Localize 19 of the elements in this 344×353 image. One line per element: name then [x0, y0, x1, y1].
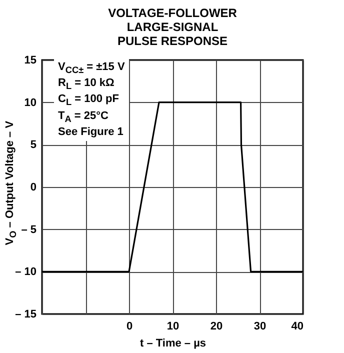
y-tick-label: 5 — [30, 139, 36, 152]
annotation: T$_{A}$ = 25°C — [58, 110, 110, 126]
x-tick-label: 0 — [126, 320, 133, 332]
x-tick-label: 20 — [210, 320, 223, 332]
y-tick-label: 10 — [24, 96, 36, 109]
y-tick-label: – 15 — [15, 308, 36, 320]
annotation: R$_{L}$ = 10 kΩ — [58, 77, 116, 94]
annotation: V$_{CC±}$ = ±15 V — [58, 61, 125, 78]
x-tick-label: 30 — [254, 320, 266, 332]
annotation: See Figure 1 — [58, 126, 124, 139]
y-tick-label: 0 — [30, 182, 36, 194]
y-tick-label: – 10 — [15, 266, 36, 278]
x-axis-title: t – Time – µs — [140, 338, 206, 350]
x-tick-label: 10 — [166, 320, 180, 332]
annotation: C$_{L}$ = 100 pF — [58, 93, 120, 110]
y-tick-label: 15 — [24, 54, 36, 66]
x-tick-label: 40 — [291, 320, 304, 332]
chart-title: VOLTAGE-FOLLOWER LARGE-SIGNAL PULSE RESPONSE — [108, 6, 238, 48]
y-tick-label: – 5 — [21, 224, 36, 236]
